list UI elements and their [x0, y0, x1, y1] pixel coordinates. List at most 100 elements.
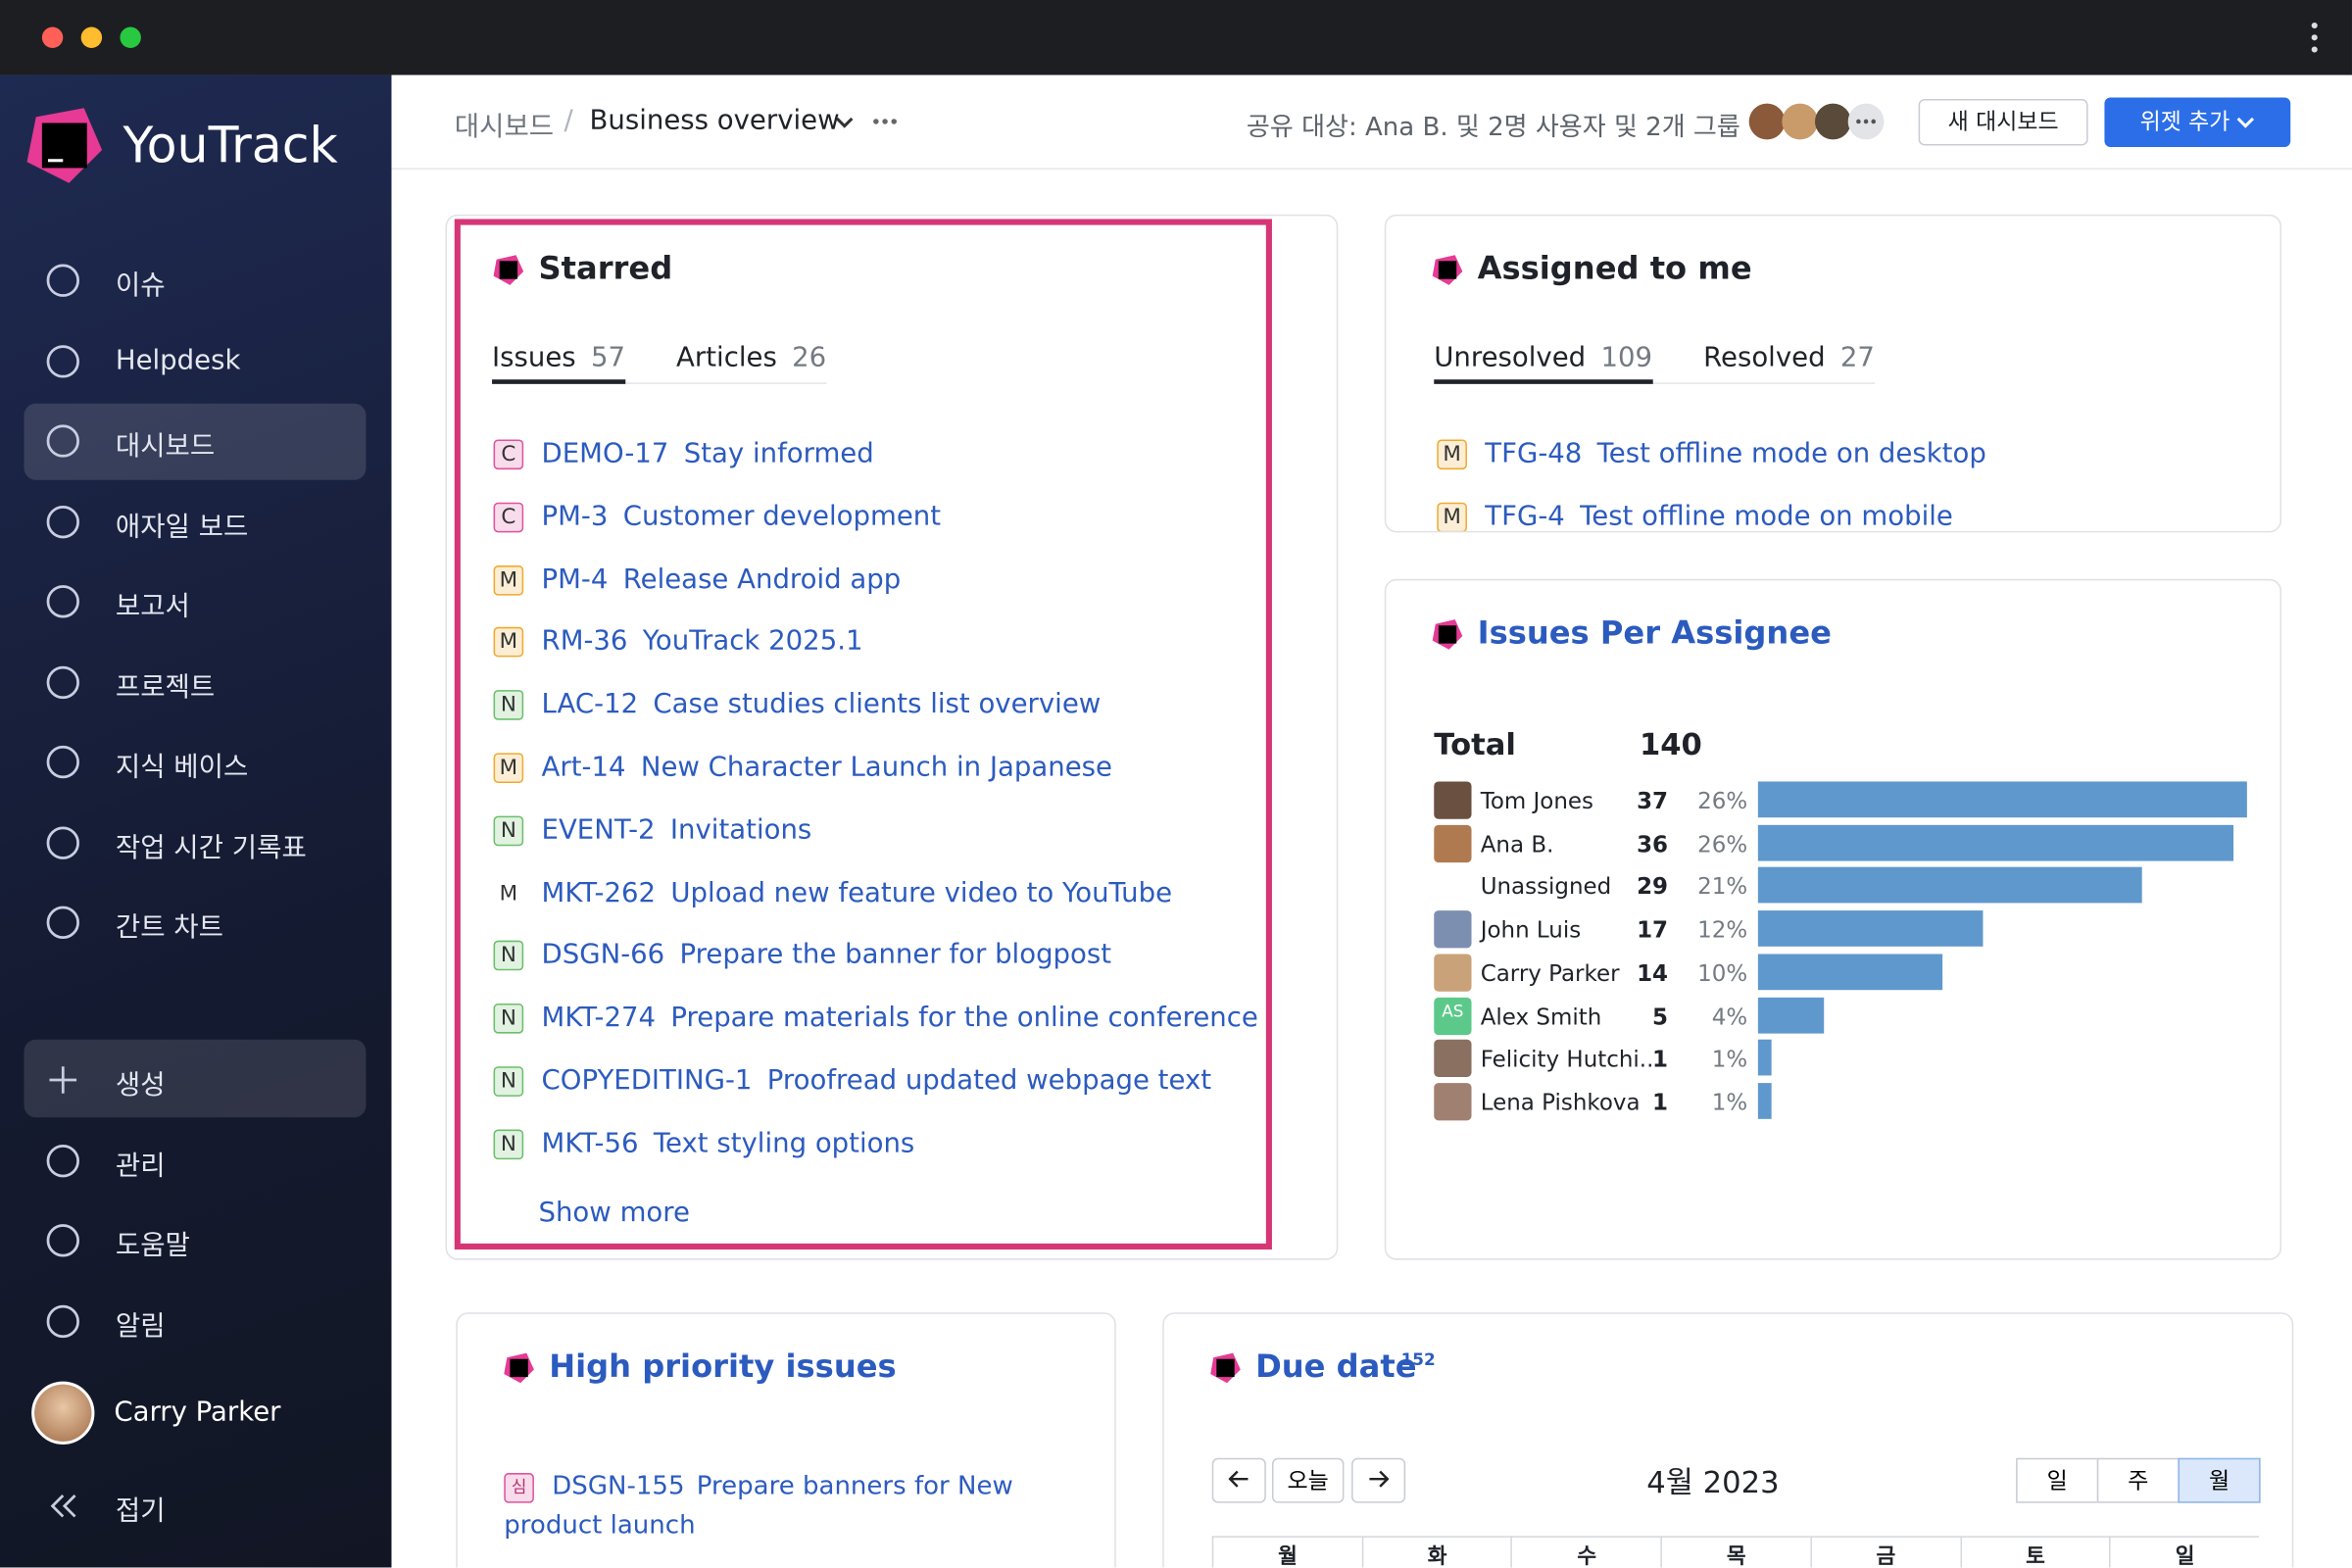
issue-id: MKT-262: [541, 876, 657, 908]
avatar: [1434, 1039, 1472, 1078]
issue-id: DSGN-66: [541, 939, 665, 971]
add-widget-label: 위젯 추가: [2139, 108, 2230, 135]
nav-item[interactable]: 프로젝트: [115, 670, 216, 704]
view-toggle[interactable]: 주: [2096, 1457, 2180, 1503]
nav-icon: [46, 264, 79, 297]
tab[interactable]: Articles 26: [676, 342, 826, 373]
assignee-count: 17: [1637, 916, 1669, 944]
widget-logo: [493, 255, 524, 285]
nav-item[interactable]: 보고서: [115, 591, 190, 623]
nav-icon: [49, 1066, 77, 1094]
starred-widget: Starred Issues 57 Articles 26 C DEMO-17 Stay in…: [445, 214, 1339, 1260]
issue-summary: Case studies clients list overview: [653, 688, 1102, 720]
prev-button[interactable]: [1211, 1457, 1266, 1503]
tab-label: Unresolved: [1434, 341, 1587, 374]
issue-row[interactable]: M MKT-262 Upload new feature video to YouT…: [493, 876, 1172, 908]
create-bg: [24, 1039, 367, 1118]
dropdown-and-more[interactable]: [835, 114, 911, 134]
active-item-bg: [24, 403, 367, 480]
show-more[interactable]: Show more: [538, 1197, 690, 1229]
assignee-name: Lena Pishkova: [1480, 1089, 1641, 1116]
title-bar: [0, 0, 2352, 75]
window-controls: [41, 22, 2318, 53]
bar: [1757, 1082, 1772, 1119]
dashboard-name[interactable]: Business overview: [589, 105, 840, 137]
tab-underline: [1434, 379, 1653, 384]
new-dashboard-button[interactable]: 새 대시보드: [1918, 99, 2088, 146]
nav-item[interactable]: 관리: [115, 1150, 166, 1183]
nav-item[interactable]: 알림: [115, 1310, 166, 1343]
assignee-name: Unassigned: [1480, 873, 1612, 901]
nav-icon: [46, 745, 79, 779]
issue-badge: N: [493, 941, 524, 971]
nav-item[interactable]: 작업 시간 기록표: [115, 831, 307, 863]
nav-item[interactable]: Helpdesk: [115, 344, 241, 376]
nav-item[interactable]: 이슈: [115, 270, 166, 302]
issue-summary: Release Android app: [622, 563, 902, 596]
weekday: 월: [1211, 1536, 1362, 1568]
nav-item[interactable]: 간트 차트: [115, 911, 224, 944]
breadcrumb[interactable]: 대시보드: [454, 111, 555, 143]
user-name[interactable]: Carry Parker: [114, 1396, 281, 1429]
widget-logo: [504, 1352, 534, 1384]
issue-badge: C: [493, 502, 524, 533]
assigned-widget: Assigned to me Unresolved 109 Resolved 27 M TF…: [1384, 214, 2282, 533]
issue-row[interactable]: M RM-36 YouTrack 2025.1: [493, 626, 863, 659]
issue-row[interactable]: M TFG-4 Test offline mode on mobile: [1437, 500, 1953, 533]
tab[interactable]: Unresolved 109: [1434, 341, 1653, 384]
assignee-count: 36: [1637, 830, 1669, 858]
tab-count: 27: [1839, 341, 1875, 374]
brand: YouTrack: [122, 115, 338, 174]
nav-item[interactable]: 애자일 보드: [115, 511, 249, 543]
issue-row[interactable]: N COPYEDITING-1 Proofread updated webpage …: [493, 1065, 1211, 1097]
nav-item[interactable]: 생성: [115, 1069, 166, 1102]
nav-icon: [46, 1304, 79, 1339]
nav-item[interactable]: 대시보드: [115, 430, 216, 463]
nav-icon: [46, 664, 79, 699]
avatar: [1434, 781, 1472, 819]
issue-row[interactable]: N DSGN-66 Prepare the banner for blogpost: [493, 939, 1112, 971]
issue-summary: Prepare the banner for blogpost: [679, 939, 1112, 971]
today-button[interactable]: 오늘: [1271, 1457, 1345, 1503]
per-assignee-widget: Issues Per Assignee Total 140 Tom Jones 37 26…: [1384, 578, 2282, 1260]
issue-row[interactable]: C PM-3 Customer development: [493, 501, 941, 533]
view-toggle[interactable]: 월: [2178, 1457, 2261, 1503]
tab[interactable]: Issues 57: [492, 342, 626, 384]
issue-row[interactable]: N LAC-12 Case studies clients list overvie…: [493, 688, 1102, 720]
issue-row[interactable]: C DEMO-17 Stay informed: [493, 438, 874, 470]
nav-item[interactable]: 도움말: [115, 1230, 190, 1262]
nav-icon: [46, 906, 79, 940]
issue-row[interactable]: M PM-4 Release Android app: [493, 563, 902, 596]
issue-id: EVENT-2: [541, 813, 656, 846]
issue-row[interactable]: N EVENT-2 Invitations: [493, 813, 812, 846]
assignee-percent: 10%: [1697, 959, 1748, 987]
bar: [1757, 910, 1984, 947]
issue-row[interactable]: N MKT-274 Prepare materials for the online…: [493, 1003, 1258, 1034]
assignee-count: 5: [1652, 1003, 1669, 1030]
tab[interactable]: Resolved 27: [1703, 342, 1875, 373]
next-button[interactable]: [1351, 1457, 1406, 1503]
view-toggle[interactable]: 일: [2016, 1457, 2099, 1503]
bar: [1757, 781, 2247, 818]
nav-item[interactable]: 지식 베이스: [115, 751, 249, 783]
issue-row[interactable]: 심 DSGN-155 Prepare banners for New product…: [504, 1467, 1013, 1545]
issue-row[interactable]: N MKT-56 Text styling options: [493, 1128, 914, 1159]
collapse[interactable]: 접기: [115, 1495, 166, 1528]
issue-row[interactable]: M Art-14 New Character Launch in Japanese: [493, 752, 1112, 783]
widget-title: High priority issues: [549, 1348, 897, 1385]
issue-summary: Test offline mode on mobile: [1580, 500, 1953, 533]
assignee-percent: 1%: [1711, 1046, 1748, 1073]
issue-row[interactable]: M TFG-48 Test offline mode on desktop: [1437, 438, 1986, 470]
header-divider: [391, 168, 2352, 170]
assignee-percent: 1%: [1711, 1089, 1748, 1116]
issue-badge: M: [493, 753, 524, 783]
logo: [26, 108, 103, 183]
assignee-count: 1: [1652, 1089, 1669, 1116]
weekday: 토: [1959, 1536, 2110, 1568]
issue-summary: Invitations: [669, 813, 812, 846]
weekday: 화: [1361, 1536, 1512, 1568]
today-label: 오늘: [1287, 1466, 1329, 1494]
shared-with: 공유 대상: Ana B. 및 2명 사용자 및 2개 그룹: [1246, 112, 1740, 143]
add-widget-button[interactable]: 위젯 추가: [2104, 97, 2291, 147]
issue-badge: 심: [504, 1473, 534, 1503]
